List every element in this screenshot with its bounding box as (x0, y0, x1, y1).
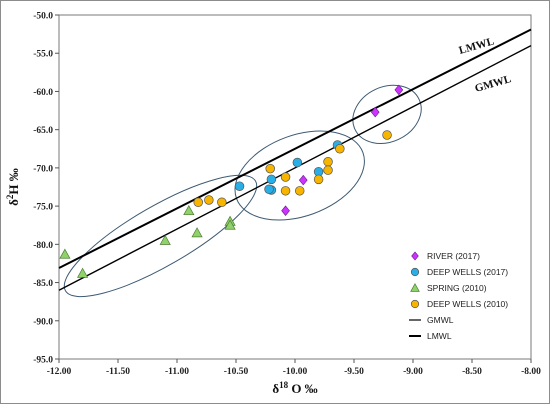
y-tick-label: -75.0 (33, 203, 53, 213)
y-tick-label: -65.0 (33, 126, 53, 136)
x-axis-title: δ18 O ‰ (272, 380, 317, 396)
legend-deep-wells-2017-label: DEEP WELLS (2017) (427, 267, 508, 277)
y-tick-label: -50.0 (33, 12, 53, 22)
y-tick-label: -95.0 (33, 356, 53, 366)
y-tick-label: -55.0 (33, 50, 53, 60)
river-2017-point (394, 84, 404, 96)
river-2017-point (370, 106, 380, 118)
legend-lmwl-label: LMWL (427, 331, 452, 341)
spring-2010-point (159, 234, 171, 245)
legend-spring-2010-label: SPRING (2010) (427, 283, 487, 293)
legend-river-2017-swatch (411, 251, 419, 261)
y-tick-label: -90.0 (33, 317, 53, 327)
y-tick-label: -85.0 (33, 279, 53, 289)
x-tick-label: -8.50 (462, 367, 482, 377)
x-tick-label: -10.00 (283, 367, 308, 377)
deep-wells-2010-point (193, 197, 203, 208)
deep-wells-2010-point (204, 195, 214, 205)
group-ellipse-1 (63, 174, 258, 298)
y-tick-label: -60.0 (33, 88, 53, 98)
gmwl-line (58, 44, 532, 291)
legend-spring-2010-swatch (410, 283, 420, 292)
legend-deep-wells-2010-swatch (410, 299, 420, 309)
lmwl-line (58, 28, 532, 269)
deep-wells-2010-point (323, 165, 333, 175)
deep-wells-2010-point (294, 186, 305, 196)
deep-wells-2010-point (265, 163, 275, 174)
deep-wells-2010-point (323, 157, 333, 167)
legend: RIVER (2017) DEEP WELLS (2017) SPRING (201… (409, 251, 508, 341)
legend-deep-wells-2010-label: DEEP WELLS (2010) (427, 299, 508, 309)
legend-gmwl-label: GMWL (427, 315, 454, 325)
x-tick-label: -9.50 (344, 367, 364, 377)
deep-wells-2010-point (217, 197, 227, 208)
spring-2010-point (191, 227, 203, 238)
deep-wells-2017-point (292, 157, 303, 168)
spring-2010-point (59, 248, 71, 259)
deep-wells-2017-point (234, 181, 245, 191)
y-tick-label: -70.0 (33, 164, 53, 174)
x-tick-label: -10.50 (224, 367, 249, 377)
x-tick-label: -9.00 (403, 367, 423, 377)
spring-2010-point (224, 219, 236, 230)
deep-wells-2010-point (280, 186, 291, 196)
deep-wells-2010-point (335, 144, 345, 154)
spring-2010-point (77, 267, 89, 278)
water-lines (58, 28, 532, 291)
y-axis-title: δ2H ‰ (5, 168, 21, 206)
plot-area (58, 14, 532, 360)
deep-wells-2010-point (382, 130, 392, 140)
x-tick-label: -11.50 (106, 367, 130, 377)
x-tick-label: -8.00 (521, 367, 541, 377)
data-points (59, 84, 404, 278)
x-tick-label: -12.00 (47, 367, 72, 377)
deep-wells-2010-point (280, 172, 291, 182)
legend-deep-wells-2017-swatch (410, 267, 420, 277)
legend-river-2017-label: RIVER (2017) (427, 251, 480, 261)
group-ellipse-3 (352, 84, 422, 144)
river-2017-point (298, 174, 308, 186)
spring-2010-point (183, 204, 195, 216)
x-tick-label: -11.00 (165, 367, 189, 377)
deep-wells-2010-point (313, 174, 324, 185)
deep-wells-2017-point (266, 174, 277, 185)
axis-ticks: -12.00 -11.50 -11.00 -10.50 -10.00 -9.50 -9.00… (33, 12, 541, 378)
y-tick-label: -80.0 (33, 241, 53, 251)
deep-wells-2017-point (264, 184, 274, 195)
river-2017-point (281, 205, 290, 216)
